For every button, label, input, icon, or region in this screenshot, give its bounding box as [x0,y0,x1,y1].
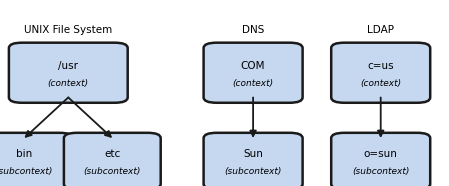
Text: (subcontext): (subcontext) [224,167,282,176]
FancyBboxPatch shape [331,133,430,186]
Text: /usr: /usr [58,61,78,71]
FancyBboxPatch shape [64,133,161,186]
Text: bin: bin [16,149,32,159]
Text: Sun: Sun [243,149,263,159]
Text: (subcontext): (subcontext) [84,167,141,176]
Text: o=sun: o=sun [364,149,398,159]
Text: (subcontext): (subcontext) [0,167,53,176]
Text: (context): (context) [233,79,273,88]
Text: (subcontext): (subcontext) [352,167,409,176]
FancyBboxPatch shape [9,43,128,103]
FancyBboxPatch shape [331,43,430,103]
Text: DNS: DNS [242,25,264,35]
FancyBboxPatch shape [203,43,303,103]
FancyBboxPatch shape [0,133,73,186]
Text: UNIX File System: UNIX File System [24,25,112,35]
Text: LDAP: LDAP [367,25,394,35]
Text: c=us: c=us [367,61,394,71]
Text: COM: COM [241,61,265,71]
Text: (context): (context) [360,79,401,88]
FancyBboxPatch shape [203,133,303,186]
Text: etc: etc [104,149,120,159]
Text: (context): (context) [48,79,89,88]
